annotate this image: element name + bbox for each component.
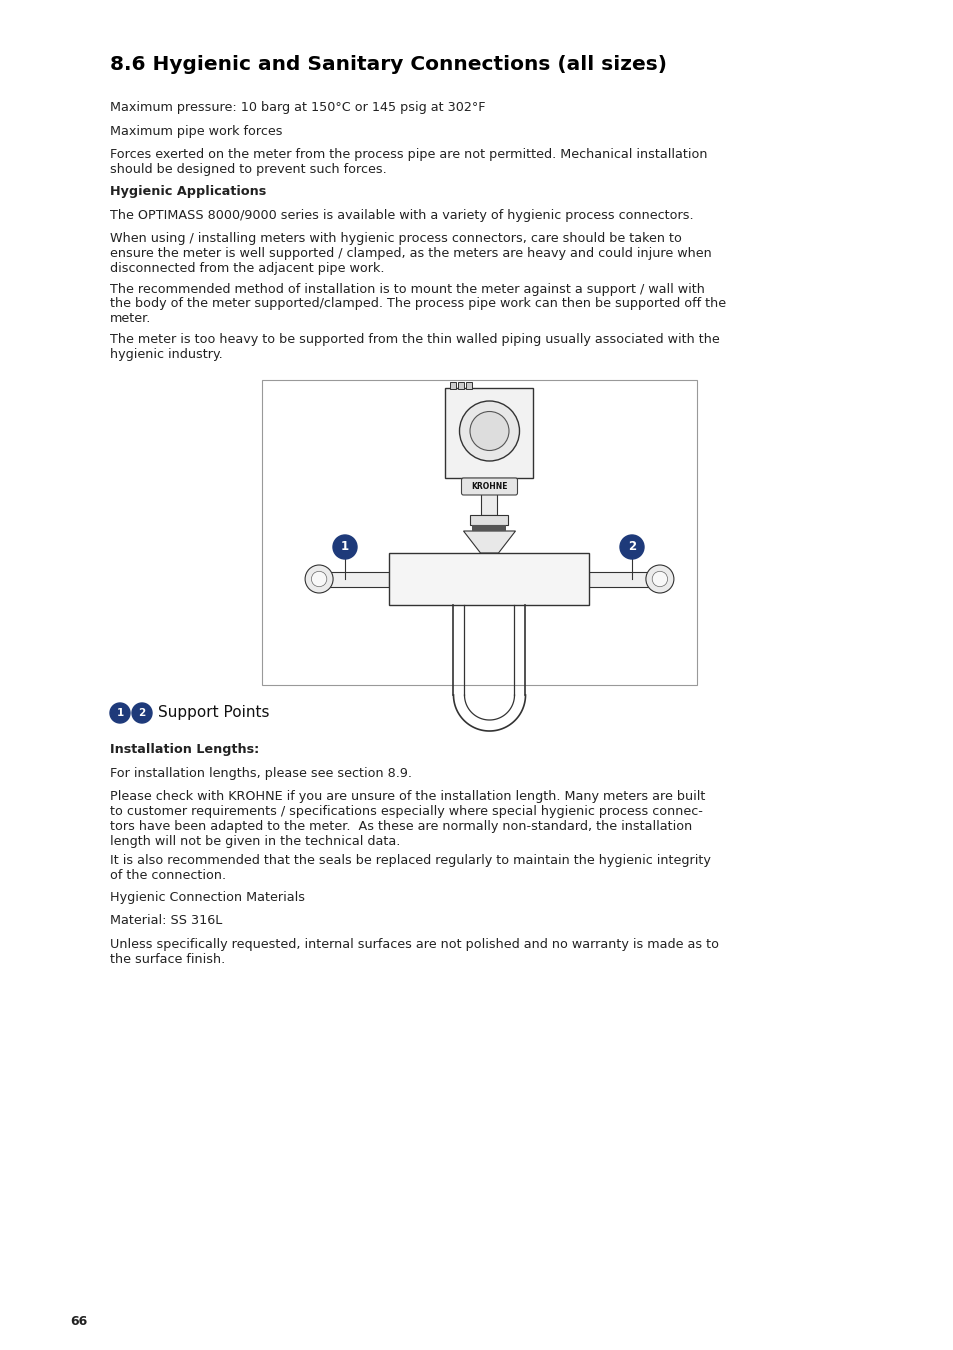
Circle shape <box>110 703 130 724</box>
Polygon shape <box>463 531 515 554</box>
Text: Material: SS 316L: Material: SS 316L <box>110 914 222 927</box>
Text: It is also recommended that the seals be replaced regularly to maintain the hygi: It is also recommended that the seals be… <box>110 855 710 882</box>
Text: For installation lengths, please see section 8.9.: For installation lengths, please see sec… <box>110 767 412 779</box>
Text: KROHNE: KROHNE <box>471 482 507 491</box>
Text: When using / installing meters with hygienic process connectors, care should be : When using / installing meters with hygi… <box>110 232 711 275</box>
Text: 66: 66 <box>70 1315 87 1328</box>
Text: The recommended method of installation is to mount the meter against a support /: The recommended method of installation i… <box>110 282 725 325</box>
Bar <box>445 387 533 478</box>
Text: Maximum pipe work forces: Maximum pipe work forces <box>110 124 282 138</box>
Bar <box>450 382 456 389</box>
FancyBboxPatch shape <box>461 478 517 495</box>
Text: Hygienic Connection Materials: Hygienic Connection Materials <box>110 891 305 904</box>
Text: Unless specifically requested, internal surfaces are not polished and no warrant: Unless specifically requested, internal … <box>110 938 719 967</box>
Text: The OPTIMASS 8000/9000 series is available with a variety of hygienic process co: The OPTIMASS 8000/9000 series is availab… <box>110 208 693 221</box>
Text: Hygienic Applications: Hygienic Applications <box>110 185 266 198</box>
Circle shape <box>132 703 152 724</box>
Circle shape <box>459 401 519 460</box>
Bar <box>327 571 389 586</box>
Text: Maximum pressure: 10 barg at 150°C or 145 psig at 302°F: Maximum pressure: 10 barg at 150°C or 14… <box>110 101 485 113</box>
Text: 1: 1 <box>340 540 349 553</box>
Bar <box>481 493 497 514</box>
Circle shape <box>333 535 356 559</box>
Circle shape <box>470 412 509 451</box>
Text: The meter is too heavy to be supported from the thin walled piping usually assoc: The meter is too heavy to be supported f… <box>110 333 719 360</box>
Bar <box>458 382 464 389</box>
Text: Please check with KROHNE if you are unsure of the installation length. Many mete: Please check with KROHNE if you are unsu… <box>110 790 704 848</box>
Text: Forces exerted on the meter from the process pipe are not permitted. Mechanical : Forces exerted on the meter from the pro… <box>110 148 707 176</box>
Bar <box>262 379 697 684</box>
Circle shape <box>652 571 667 587</box>
Text: 2: 2 <box>627 540 636 553</box>
Text: 1: 1 <box>116 707 124 718</box>
Bar <box>589 571 651 586</box>
Text: 8.6 Hygienic and Sanitary Connections (all sizes): 8.6 Hygienic and Sanitary Connections (a… <box>110 55 666 74</box>
Circle shape <box>311 571 327 587</box>
Bar <box>470 514 508 525</box>
Circle shape <box>619 535 643 559</box>
Text: 2: 2 <box>138 707 146 718</box>
Bar <box>472 525 506 531</box>
Circle shape <box>305 566 333 593</box>
Text: Installation Lengths:: Installation Lengths: <box>110 743 259 756</box>
Circle shape <box>645 566 673 593</box>
Bar <box>389 554 589 605</box>
Text: Support Points: Support Points <box>158 706 269 721</box>
Bar <box>466 382 472 389</box>
